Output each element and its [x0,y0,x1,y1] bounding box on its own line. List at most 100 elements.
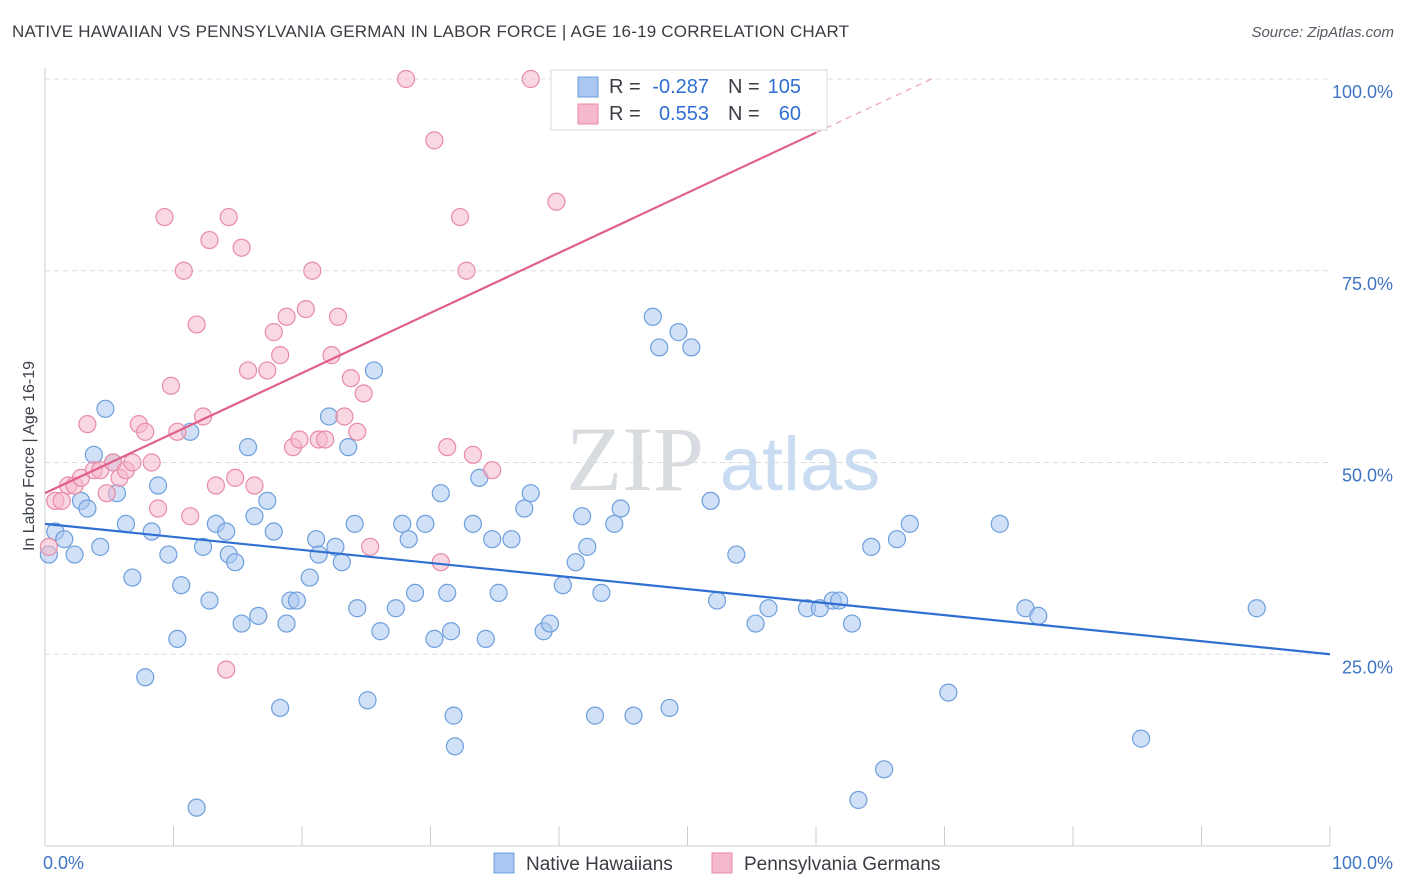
data-point [277,307,296,326]
data-point [578,537,597,556]
data-point [345,514,364,533]
data-point [271,698,290,718]
y-axis-label: In Labor Force | Age 16-19 [21,361,38,551]
stats-n-label-pink: N = [728,103,760,125]
y-tick-label: 75.0% [1342,274,1393,294]
data-point [489,583,508,602]
data-point [553,576,572,595]
data-point [650,338,669,357]
data-point [172,576,191,595]
stats-n-value-pink: 60 [779,103,801,125]
data-point [348,422,367,441]
data-point [483,530,502,549]
data-point [441,622,461,641]
y-tick-label: 25.0% [1342,657,1393,677]
data-point [862,537,881,556]
data-point [159,545,178,564]
data-point [303,261,322,280]
data-point [361,537,380,556]
data-point [148,499,168,518]
data-point [78,415,97,434]
data-point [200,230,219,250]
data-point [200,591,219,610]
data-point [463,514,483,533]
data-point [354,384,373,403]
data-point [307,530,326,549]
data-point [217,522,236,541]
data-point [727,545,746,564]
stats-r-value-pink: 0.553 [659,103,709,125]
legend-swatch-pennsylvania-germans [711,852,733,874]
data-point [258,491,277,510]
data-point [309,545,328,564]
data-point [181,507,200,526]
y-tick-label: 100.0% [1332,82,1393,102]
data-point [332,553,351,572]
data-point [476,629,495,649]
data-point [566,553,585,572]
x-tick-label: 0.0% [43,853,84,873]
data-point [540,614,560,633]
watermark: ZIP atlas [566,408,880,510]
data-point [296,300,315,319]
data-point [206,476,226,495]
data-point [939,683,958,702]
data-point [226,468,245,487]
data-point [319,407,339,426]
data-point [123,453,142,472]
data-point [52,491,71,510]
data-point [386,599,405,618]
data-point [174,261,193,280]
data-point [238,361,258,380]
legend-swatch-native-hawaiians [493,852,515,874]
data-point [238,438,258,457]
data-point [573,507,592,526]
data-point [830,591,849,610]
data-point [701,491,720,510]
data-point [193,537,213,556]
data-point [399,530,418,549]
data-point [287,591,306,610]
data-point [316,430,335,449]
data-point [187,798,206,817]
data-point [148,476,168,495]
data-point [450,207,470,227]
data-point [707,591,727,610]
legend-label-pennsylvania-germans: Pennsylvania Germans [744,854,940,875]
data-point [161,376,181,395]
data-point [445,737,465,756]
data-point [585,706,605,725]
stats-n-label-blue: N = [728,76,760,98]
data-point [643,307,662,326]
data-point [405,583,425,602]
data-point [438,438,457,457]
data-point [78,499,97,518]
data-point [759,599,778,618]
stats-swatch-pink [577,103,599,125]
axes [44,68,1331,847]
data-point [39,537,58,556]
x-tick-label: 100.0% [1332,853,1393,873]
data-point [326,537,345,556]
data-point [371,622,390,641]
data-point [849,790,868,810]
data-point [84,445,103,464]
watermark-zip: ZIP [566,408,704,510]
data-point [457,261,476,280]
data-point [290,430,309,449]
data-point [245,507,264,526]
data-point [341,369,360,388]
data-point [669,323,688,342]
legend-label-native-hawaiians: Native Hawaiians [526,854,673,875]
data-point [96,399,115,418]
chart-title: NATIVE HAWAIIAN VS PENNSYLVANIA GERMAN I… [12,22,850,41]
data-point [990,514,1009,533]
stats-r-label-blue: R = [609,76,641,98]
data-point [1029,606,1048,626]
x-tick-labels: 0.0% 100.0% [43,853,1393,873]
data-point [592,583,611,602]
data-point [328,307,348,326]
data-point [746,614,765,633]
trend-line-extension [815,78,932,134]
